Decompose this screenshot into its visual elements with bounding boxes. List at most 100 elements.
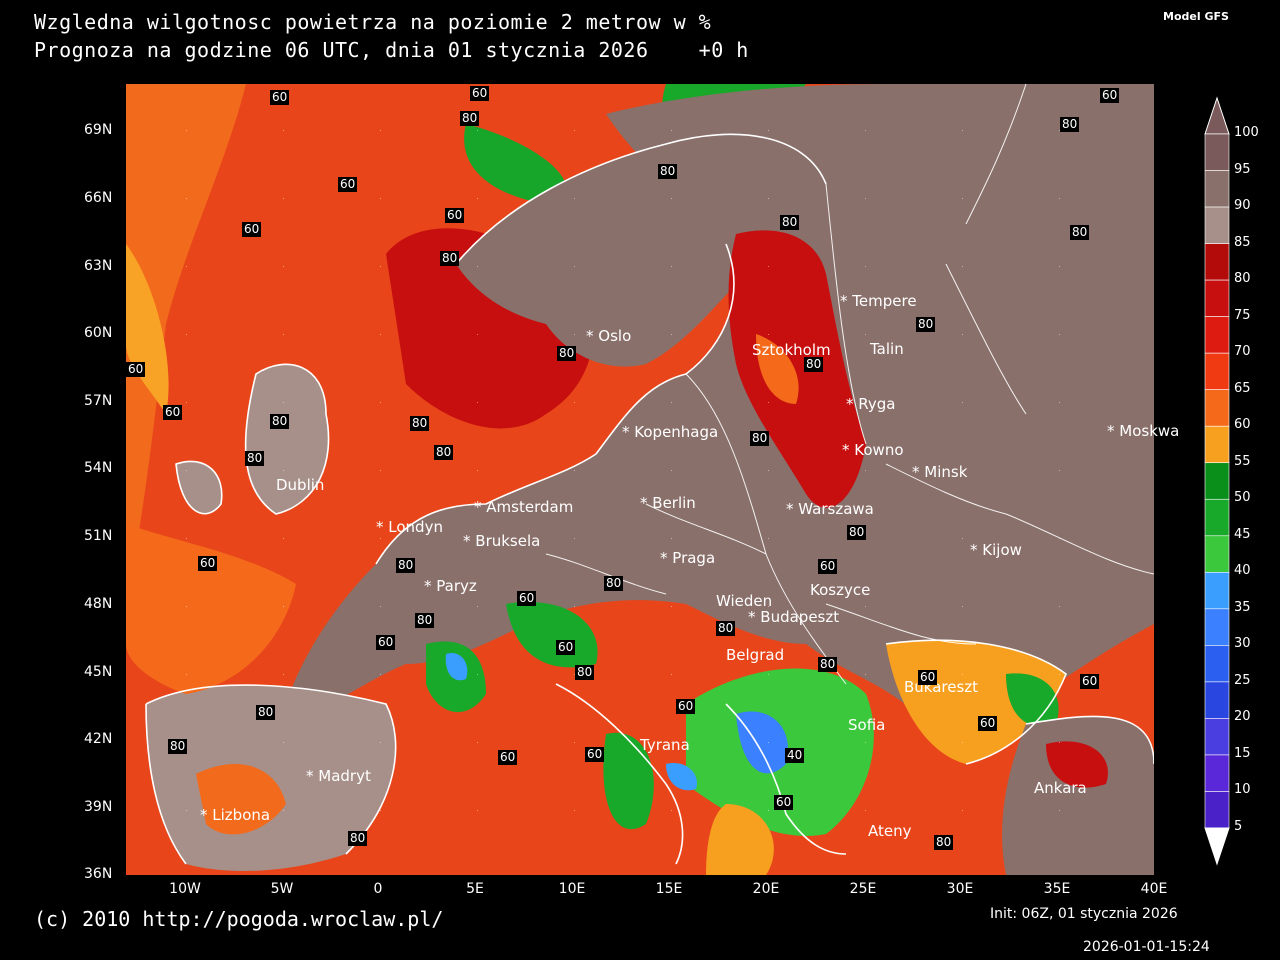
contour-label: 80 [575, 665, 595, 680]
legend-arrow-bottom [1204, 827, 1230, 866]
city-label: * Lizbona [200, 806, 271, 824]
legend-tick-label: 75 [1234, 307, 1251, 323]
city-label: * Moskwa [1107, 422, 1180, 440]
legend-tick-label: 10 [1234, 782, 1251, 798]
lat-label: 36N [84, 866, 113, 882]
lon-label: 25E [849, 881, 877, 897]
legend-tick-label: 65 [1234, 380, 1251, 396]
city-label: * Ryga [846, 395, 896, 413]
legend-bin [1204, 389, 1230, 427]
lat-label: 69N [84, 122, 113, 138]
contour-label: 80 [440, 251, 460, 266]
legend-arrow-top [1204, 96, 1230, 135]
city-label: Ankara [1034, 779, 1087, 797]
contour-label: 80 [460, 111, 480, 126]
lon-label: 10W [169, 881, 201, 897]
contour-label: 80 [604, 576, 624, 591]
grid-dots [126, 84, 1154, 875]
legend-bin [1204, 352, 1230, 390]
contour-label: 60 [470, 86, 490, 101]
contour-label: 80 [934, 835, 954, 850]
lat-label: 51N [84, 528, 113, 544]
legend-tick-label: 35 [1234, 599, 1251, 615]
city-label: Belgrad [726, 646, 785, 664]
city-label: * Kowno [842, 441, 904, 459]
contour-label: 60 [498, 750, 518, 765]
city-label: * Madryt [306, 767, 371, 785]
humidity-map [126, 84, 1154, 875]
contour-label: 80 [396, 558, 416, 573]
lon-label: 5W [270, 881, 294, 897]
contour-label: 60 [918, 670, 938, 685]
city-label: Sofia [848, 716, 886, 734]
city-label: Bukareszt [904, 678, 979, 696]
lon-label: 15E [655, 881, 683, 897]
lat-label: 60N [84, 325, 113, 341]
contour-label: 80 [256, 705, 276, 720]
city-label: * Warszawa [786, 500, 874, 518]
city-label: Dublin [276, 476, 325, 494]
legend-tick-label: 40 [1234, 563, 1251, 579]
contour-label: 60 [270, 90, 290, 105]
lon-label: 35E [1043, 881, 1071, 897]
legend-tick-label: 30 [1234, 636, 1251, 652]
legend-tick-label: 85 [1234, 234, 1251, 250]
legend-tick-label: 5 [1234, 819, 1243, 834]
forecast-time: Prognoza na godzine 06 UTC, dnia 01 styc… [34, 38, 749, 62]
contour-label: 60 [338, 177, 358, 192]
legend-bin [1204, 681, 1230, 719]
city-label: Tyrana [640, 736, 690, 754]
city-label: Sztokholm [752, 341, 831, 359]
contour-label: 60 [445, 208, 465, 223]
city-label: * Amsterdam [474, 498, 574, 516]
contour-label: 80 [916, 317, 936, 332]
contour-label: 80 [818, 657, 838, 672]
city-label: * Bruksela [463, 532, 541, 550]
legend-bin [1204, 206, 1230, 244]
lat-label: 57N [84, 393, 113, 409]
contour-label: 40 [785, 748, 805, 763]
lat-label: 42N [84, 731, 113, 747]
legend-tick-label: 45 [1234, 526, 1251, 542]
contour-label: 80 [716, 621, 736, 636]
legend-bin [1204, 608, 1230, 646]
lat-label: 54N [84, 460, 113, 476]
legend-bin [1204, 718, 1230, 756]
legend-bin [1204, 754, 1230, 792]
legend-tick-label: 90 [1234, 198, 1251, 214]
lat-label: 45N [84, 664, 113, 680]
contour-label: 80 [434, 445, 454, 460]
lon-label: 10E [558, 881, 586, 897]
init-time: Init: 06Z, 01 stycznia 2026 [990, 906, 1178, 922]
contour-label: 80 [658, 164, 678, 179]
contour-label: 80 [1060, 117, 1080, 132]
contour-label: 80 [270, 414, 290, 429]
legend-tick-label: 50 [1234, 490, 1251, 506]
contour-label: 80 [804, 357, 824, 372]
legend-bin [1204, 572, 1230, 610]
contour-label: 80 [348, 831, 368, 846]
city-label: Talin [870, 340, 904, 358]
legend-tick-label: 80 [1234, 271, 1251, 287]
city-label: * Oslo [586, 327, 632, 345]
legend-tick-label: 70 [1234, 344, 1251, 360]
city-label: Koszyce [810, 581, 871, 599]
city-label: * Kopenhaga [622, 423, 719, 441]
legend-bin [1204, 133, 1230, 171]
legend-tick-label: 25 [1234, 672, 1251, 688]
lat-label: 48N [84, 596, 113, 612]
contour-label: 80 [780, 215, 800, 230]
city-label: * Praga [660, 549, 716, 567]
contour-label: 60 [978, 716, 998, 731]
legend-tick-label: 55 [1234, 453, 1251, 469]
contour-label: 80 [410, 416, 430, 431]
contour-label: 60 [1080, 674, 1100, 689]
contour-label: 60 [1100, 88, 1120, 103]
map-title: Wzgledna wilgotnosc powietrza na poziomi… [34, 10, 712, 34]
lon-label: 40E [1140, 881, 1168, 897]
contour-label: 80 [557, 346, 577, 361]
contour-label: 80 [245, 451, 265, 466]
contour-label: 60 [676, 699, 696, 714]
contour-label: 80 [168, 739, 188, 754]
contour-label: 60 [376, 635, 396, 650]
